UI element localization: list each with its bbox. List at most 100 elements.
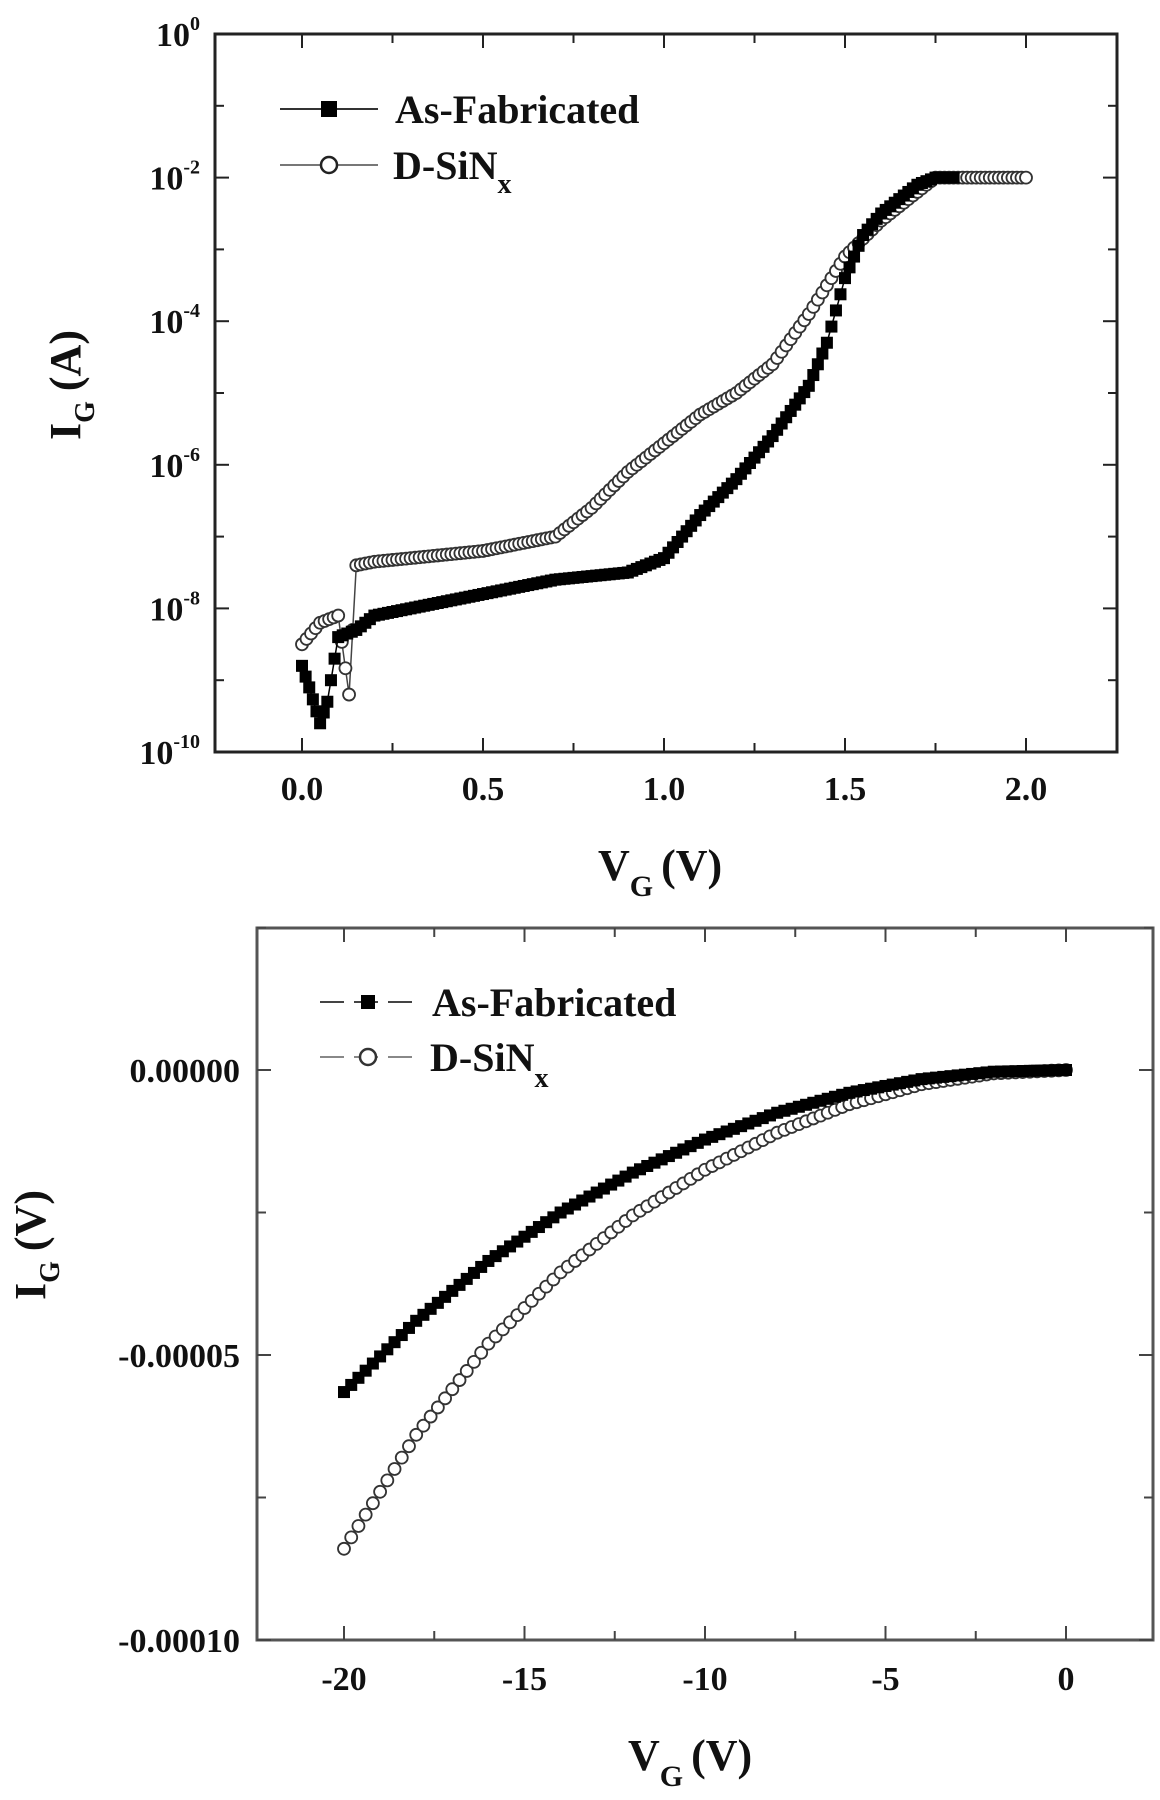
open-circle-marker-icon: [438, 1391, 452, 1406]
filled-square-marker-icon: [303, 681, 316, 694]
x-tick-label: 0.5: [462, 771, 505, 808]
open-circle-marker-icon: [351, 1519, 366, 1533]
filled-square-marker-icon: [1060, 1064, 1072, 1076]
bottom-plot-frame: [255, 926, 1155, 1642]
y-tick-label: -0.00005: [118, 1338, 240, 1375]
top-y-axis-title: IG(A): [41, 330, 101, 440]
filled-square-marker-icon: [839, 272, 851, 285]
top-x-axis-title: VG (V): [598, 841, 722, 903]
bottom-legend: As-Fabricated D-SiNx: [320, 980, 676, 1094]
top-y-axis: 100 10-2 10-4 10-6 10-8 10-10: [139, 13, 1117, 772]
open-circle-marker-icon: [430, 1400, 445, 1415]
bottom-x-axis-title: VG (V): [628, 1731, 752, 1793]
x-tick-label: -20: [321, 1661, 366, 1698]
open-circle-marker-icon: [358, 1047, 378, 1067]
y-tick-label: 10-8: [149, 587, 200, 628]
y-tick-label: 10-2: [149, 157, 200, 198]
filled-square-marker-icon: [829, 304, 842, 317]
open-circle-marker-icon: [380, 1473, 395, 1488]
open-circle-marker-icon: [387, 1462, 402, 1476]
open-circle-marker-icon: [338, 661, 353, 676]
open-circle-marker-icon: [452, 1373, 467, 1387]
bottom-y-axis-title: IG(V): [6, 1190, 66, 1300]
filled-square-marker-icon: [306, 693, 319, 706]
filled-square-marker-icon: [321, 695, 334, 708]
filled-square-marker-icon: [811, 358, 824, 371]
filled-square-marker-icon: [807, 369, 820, 382]
filled-square-marker-icon: [820, 336, 833, 349]
open-circle-marker-icon: [344, 1530, 359, 1545]
series-as-fabricated: [296, 171, 960, 730]
x-tick-label: 0: [1058, 1661, 1075, 1698]
open-circle-marker-icon: [373, 1484, 388, 1499]
x-tick-label: 2.0: [1005, 771, 1048, 808]
legend-label: D-SiN: [430, 1035, 535, 1080]
filled-square-marker-icon: [299, 670, 312, 683]
filled-square-marker-icon: [848, 250, 861, 263]
bottom-chart: 0.00000 -0.00005 -0.00010 -20 -15 -10 -5 0 As-…: [6, 926, 1155, 1793]
top-x-axis: 0.0 0.5 1.0 1.5 2.0: [281, 34, 1048, 808]
series-as-fabricated: [338, 1064, 1072, 1399]
open-circle-marker-icon: [474, 1345, 489, 1360]
x-tick-label: -5: [871, 1661, 899, 1698]
y-tick-label: 10-10: [139, 731, 200, 772]
svg-text:D-SiNx: D-SiNx: [430, 1035, 548, 1094]
filled-square-marker-icon: [361, 995, 375, 1009]
y-tick-label: -0.00010: [118, 1623, 240, 1660]
x-tick-label: 1.0: [643, 771, 686, 808]
filled-square-marker-icon: [947, 171, 960, 184]
filled-square-marker-icon: [328, 652, 341, 665]
open-circle-marker-icon: [423, 1409, 438, 1424]
filled-square-marker-icon: [317, 706, 330, 719]
filled-square-marker-icon: [802, 379, 815, 392]
y-tick-label: 100: [156, 13, 200, 54]
open-circle-marker-icon: [394, 1450, 409, 1465]
filled-square-marker-icon: [314, 717, 327, 730]
filled-square-marker-icon: [324, 674, 337, 687]
y-tick-label: 10-6: [149, 444, 200, 485]
open-circle-marker-icon: [445, 1382, 460, 1397]
x-tick-label: -15: [502, 1661, 547, 1698]
open-circle-marker-icon: [459, 1364, 474, 1378]
open-circle-marker-icon: [409, 1427, 424, 1442]
open-circle-marker-icon: [342, 687, 356, 702]
legend-item-d-sinx: D-SiNx: [320, 1035, 548, 1094]
series-d-sinx: [295, 170, 1033, 702]
legend-label: As-Fabricated: [395, 87, 639, 132]
legend-label-subscript: x: [497, 169, 511, 200]
open-circle-marker-icon: [319, 155, 339, 175]
open-circle-marker-icon: [337, 1541, 351, 1556]
open-circle-marker-icon: [402, 1439, 416, 1454]
filled-square-marker-icon: [852, 239, 865, 252]
filled-square-marker-icon: [843, 261, 856, 274]
top-chart: 100 10-2 10-4 10-6 10-8 10-10 0.0 0.5 1.0 1.5 2.0…: [41, 13, 1119, 903]
filled-square-marker-icon: [816, 347, 829, 360]
bottom-data-series: [337, 1063, 1073, 1556]
open-circle-marker-icon: [1019, 170, 1033, 185]
top-data-series: [295, 170, 1033, 730]
legend-label: D-SiN: [393, 143, 498, 188]
x-tick-label: 0.0: [281, 771, 324, 808]
svg-text:D-SiNx: D-SiNx: [393, 143, 511, 200]
x-tick-label: 1.5: [824, 771, 867, 808]
top-legend: As-Fabricated D-SiNx: [280, 87, 639, 200]
open-circle-marker-icon: [416, 1418, 431, 1433]
x-tick-label: -10: [682, 1661, 727, 1698]
open-circle-marker-icon: [358, 1507, 373, 1522]
legend-label: As-Fabricated: [432, 980, 676, 1025]
legend-label-subscript: x: [534, 1063, 548, 1094]
open-circle-marker-icon: [331, 608, 346, 623]
filled-square-marker-icon: [825, 320, 838, 333]
legend-item-d-sinx: D-SiNx: [280, 143, 511, 200]
filled-square-marker-icon: [1016, 1065, 1029, 1078]
y-tick-label: 10-4: [149, 300, 200, 341]
y-tick-label: 0.00000: [130, 1053, 241, 1090]
bottom-x-axis: -20 -15 -10 -5 0: [321, 928, 1075, 1698]
filled-square-marker-icon: [296, 659, 308, 672]
bottom-y-axis: 0.00000 -0.00005 -0.00010: [118, 926, 1153, 1660]
open-circle-marker-icon: [467, 1354, 481, 1369]
legend-item-as-fabricated: As-Fabricated: [320, 980, 676, 1025]
open-circle-marker-icon: [365, 1496, 380, 1511]
legend-item-as-fabricated: As-Fabricated: [280, 87, 639, 132]
